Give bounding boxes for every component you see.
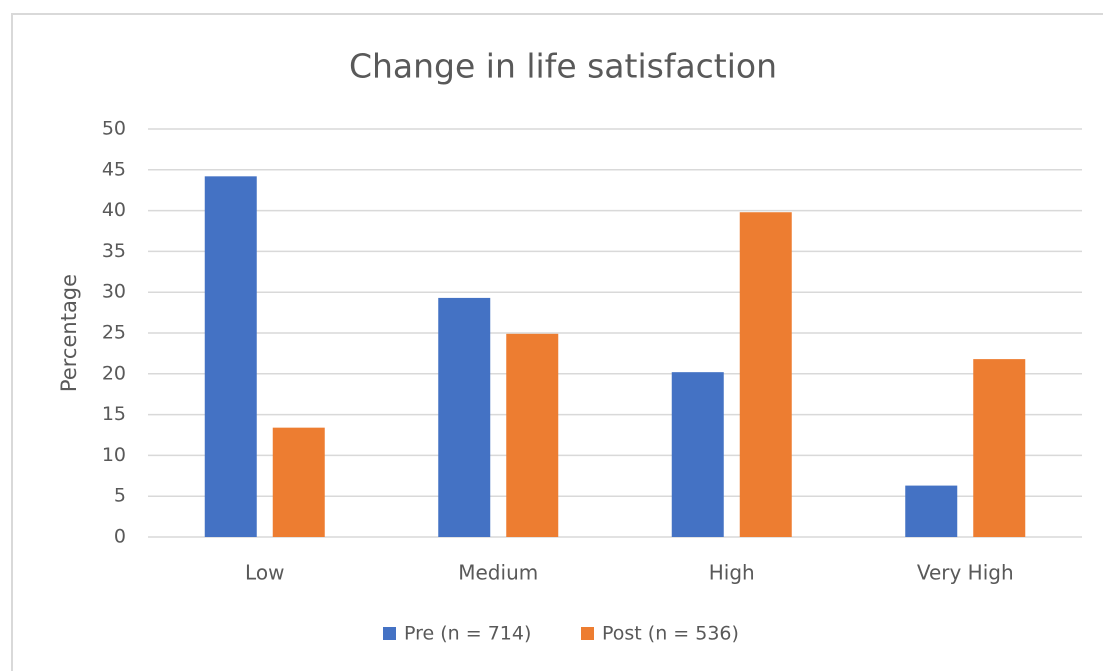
bar	[506, 333, 559, 537]
y-tick-label: 20	[102, 362, 126, 384]
bar	[739, 212, 792, 537]
legend-label: Post (n = 536)	[602, 623, 739, 645]
y-axis-label: Percentage	[57, 274, 81, 392]
x-tick-label: Low	[245, 561, 284, 585]
bar	[204, 176, 257, 537]
y-tick-label: 5	[114, 485, 126, 507]
x-tick-label: High	[709, 561, 755, 585]
legend-swatch	[383, 627, 396, 640]
y-tick-label: 10	[102, 444, 126, 466]
x-tick-label: Medium	[458, 561, 538, 585]
chart-title: Change in life satisfaction	[349, 47, 777, 86]
y-tick-label: 40	[102, 199, 126, 221]
y-tick-label: 35	[102, 240, 126, 262]
y-tick-label: 50	[102, 118, 126, 140]
y-tick-label: 0	[114, 526, 126, 548]
x-tick-label: Very High	[917, 561, 1014, 585]
y-tick-label: 30	[102, 281, 126, 303]
y-tick-label: 15	[102, 403, 126, 425]
bar	[671, 372, 724, 537]
legend-label: Pre (n = 714)	[404, 623, 531, 645]
bar	[905, 485, 958, 537]
bar	[973, 359, 1026, 537]
y-tick-label: 45	[102, 158, 126, 180]
legend-swatch	[581, 627, 594, 640]
bar	[438, 297, 491, 537]
bar	[272, 427, 325, 537]
y-tick-label: 25	[102, 322, 126, 344]
